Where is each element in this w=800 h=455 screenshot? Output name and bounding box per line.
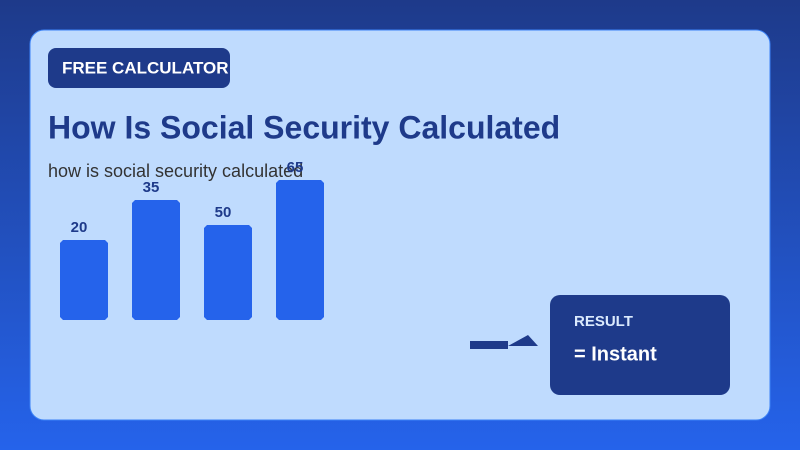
result-box (550, 295, 730, 395)
bar-label: 50 (215, 204, 232, 221)
bar (204, 225, 252, 320)
title: How Is Social Security Calculated (48, 109, 560, 145)
subtitle: how is social security calculated (48, 161, 303, 181)
bar (276, 180, 324, 320)
bar-label: 35 (143, 179, 160, 196)
badge (48, 48, 230, 88)
badge-text: FREE CALCULATOR (62, 58, 229, 77)
bar-label: 65 (287, 159, 304, 176)
arrow-shaft (470, 341, 508, 349)
bar (132, 200, 180, 320)
bar-label: 20 (71, 219, 88, 236)
result-label: RESULT (574, 313, 633, 330)
bar (60, 240, 108, 320)
result-value: = Instant (574, 343, 657, 365)
arrow-head (508, 335, 538, 346)
